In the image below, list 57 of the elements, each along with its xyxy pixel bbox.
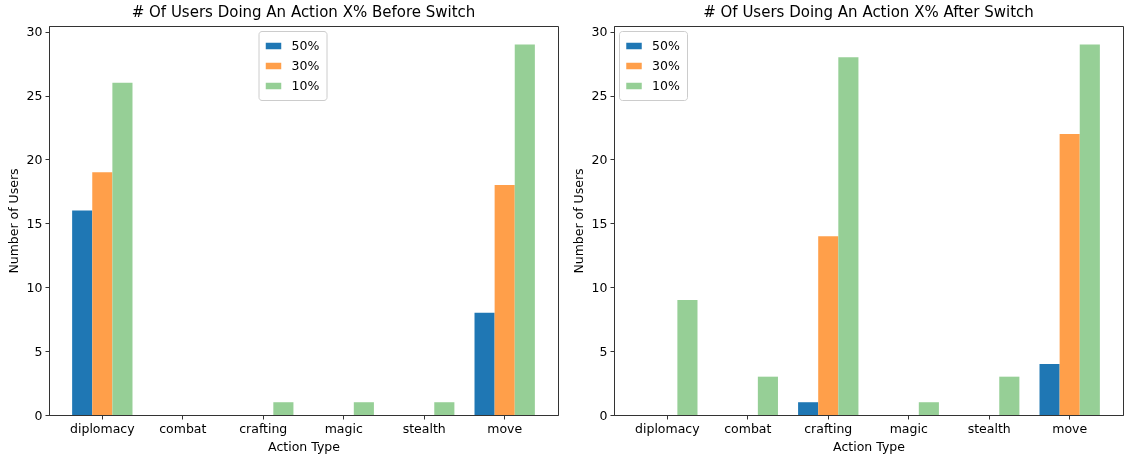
bar <box>92 172 113 415</box>
bar <box>514 44 535 415</box>
bar <box>918 402 939 415</box>
bar <box>112 82 133 415</box>
bar <box>434 402 455 415</box>
legend-label: 50% <box>291 38 320 53</box>
x-tick-label: magic <box>324 420 363 436</box>
legend-label: 50% <box>652 38 680 53</box>
legend-label: 10% <box>652 78 680 93</box>
x-tick-label: crafting <box>239 420 288 436</box>
y-tick-label: 10 <box>26 279 43 295</box>
y-tick-label: 10 <box>591 279 608 295</box>
y-tick-label: 5 <box>599 343 608 359</box>
y-tick-label: 0 <box>599 407 608 423</box>
bar <box>273 402 294 415</box>
x-tick-label: stealth <box>402 420 446 436</box>
chart-title: # Of Users Doing An Action X% Before Switch <box>131 2 476 21</box>
bar <box>677 300 698 415</box>
legend-label: 10% <box>291 78 320 93</box>
bar <box>818 236 839 415</box>
bar <box>494 185 515 415</box>
y-tick-label: 15 <box>26 215 43 231</box>
y-tick-label: 0 <box>34 407 43 423</box>
x-tick-label: crafting <box>804 420 853 436</box>
bar <box>72 210 93 415</box>
y-tick-label: 20 <box>26 152 43 167</box>
y-tick-label: 30 <box>26 24 43 40</box>
bar <box>353 402 374 415</box>
legend-label: 30% <box>652 58 680 73</box>
bar <box>1059 133 1080 415</box>
x-tick-label: magic <box>889 420 928 436</box>
x-tick-label: combat <box>724 420 772 436</box>
y-axis-title: Number of Users <box>5 168 21 274</box>
y-tick-label: 30 <box>591 24 608 40</box>
x-tick-label: move <box>1052 420 1088 436</box>
bar <box>1039 363 1060 415</box>
y-tick-label: 20 <box>591 152 608 167</box>
x-tick-label: stealth <box>967 420 1011 436</box>
chart-title: # Of Users Doing An Action X% After Switch <box>703 2 1034 21</box>
bar <box>1079 44 1100 415</box>
bar <box>757 376 778 415</box>
y-tick-label: 25 <box>591 88 608 104</box>
x-axis-title: Action Type <box>833 439 906 454</box>
legend-label: 30% <box>291 58 320 73</box>
x-tick-label: combat <box>159 420 207 436</box>
bar <box>838 57 859 415</box>
y-tick-label: 15 <box>591 215 608 231</box>
bar <box>798 402 819 415</box>
x-axis-title: Action Type <box>268 439 341 454</box>
y-tick-label: 5 <box>34 343 43 359</box>
y-axis-title: Number of Users <box>570 168 586 274</box>
x-tick-label: diplomacy <box>70 420 136 436</box>
x-tick-label: move <box>487 420 523 436</box>
bar <box>474 312 495 415</box>
y-tick-label: 25 <box>26 88 43 104</box>
x-tick-label: diplomacy <box>635 420 701 436</box>
bar <box>999 376 1020 415</box>
